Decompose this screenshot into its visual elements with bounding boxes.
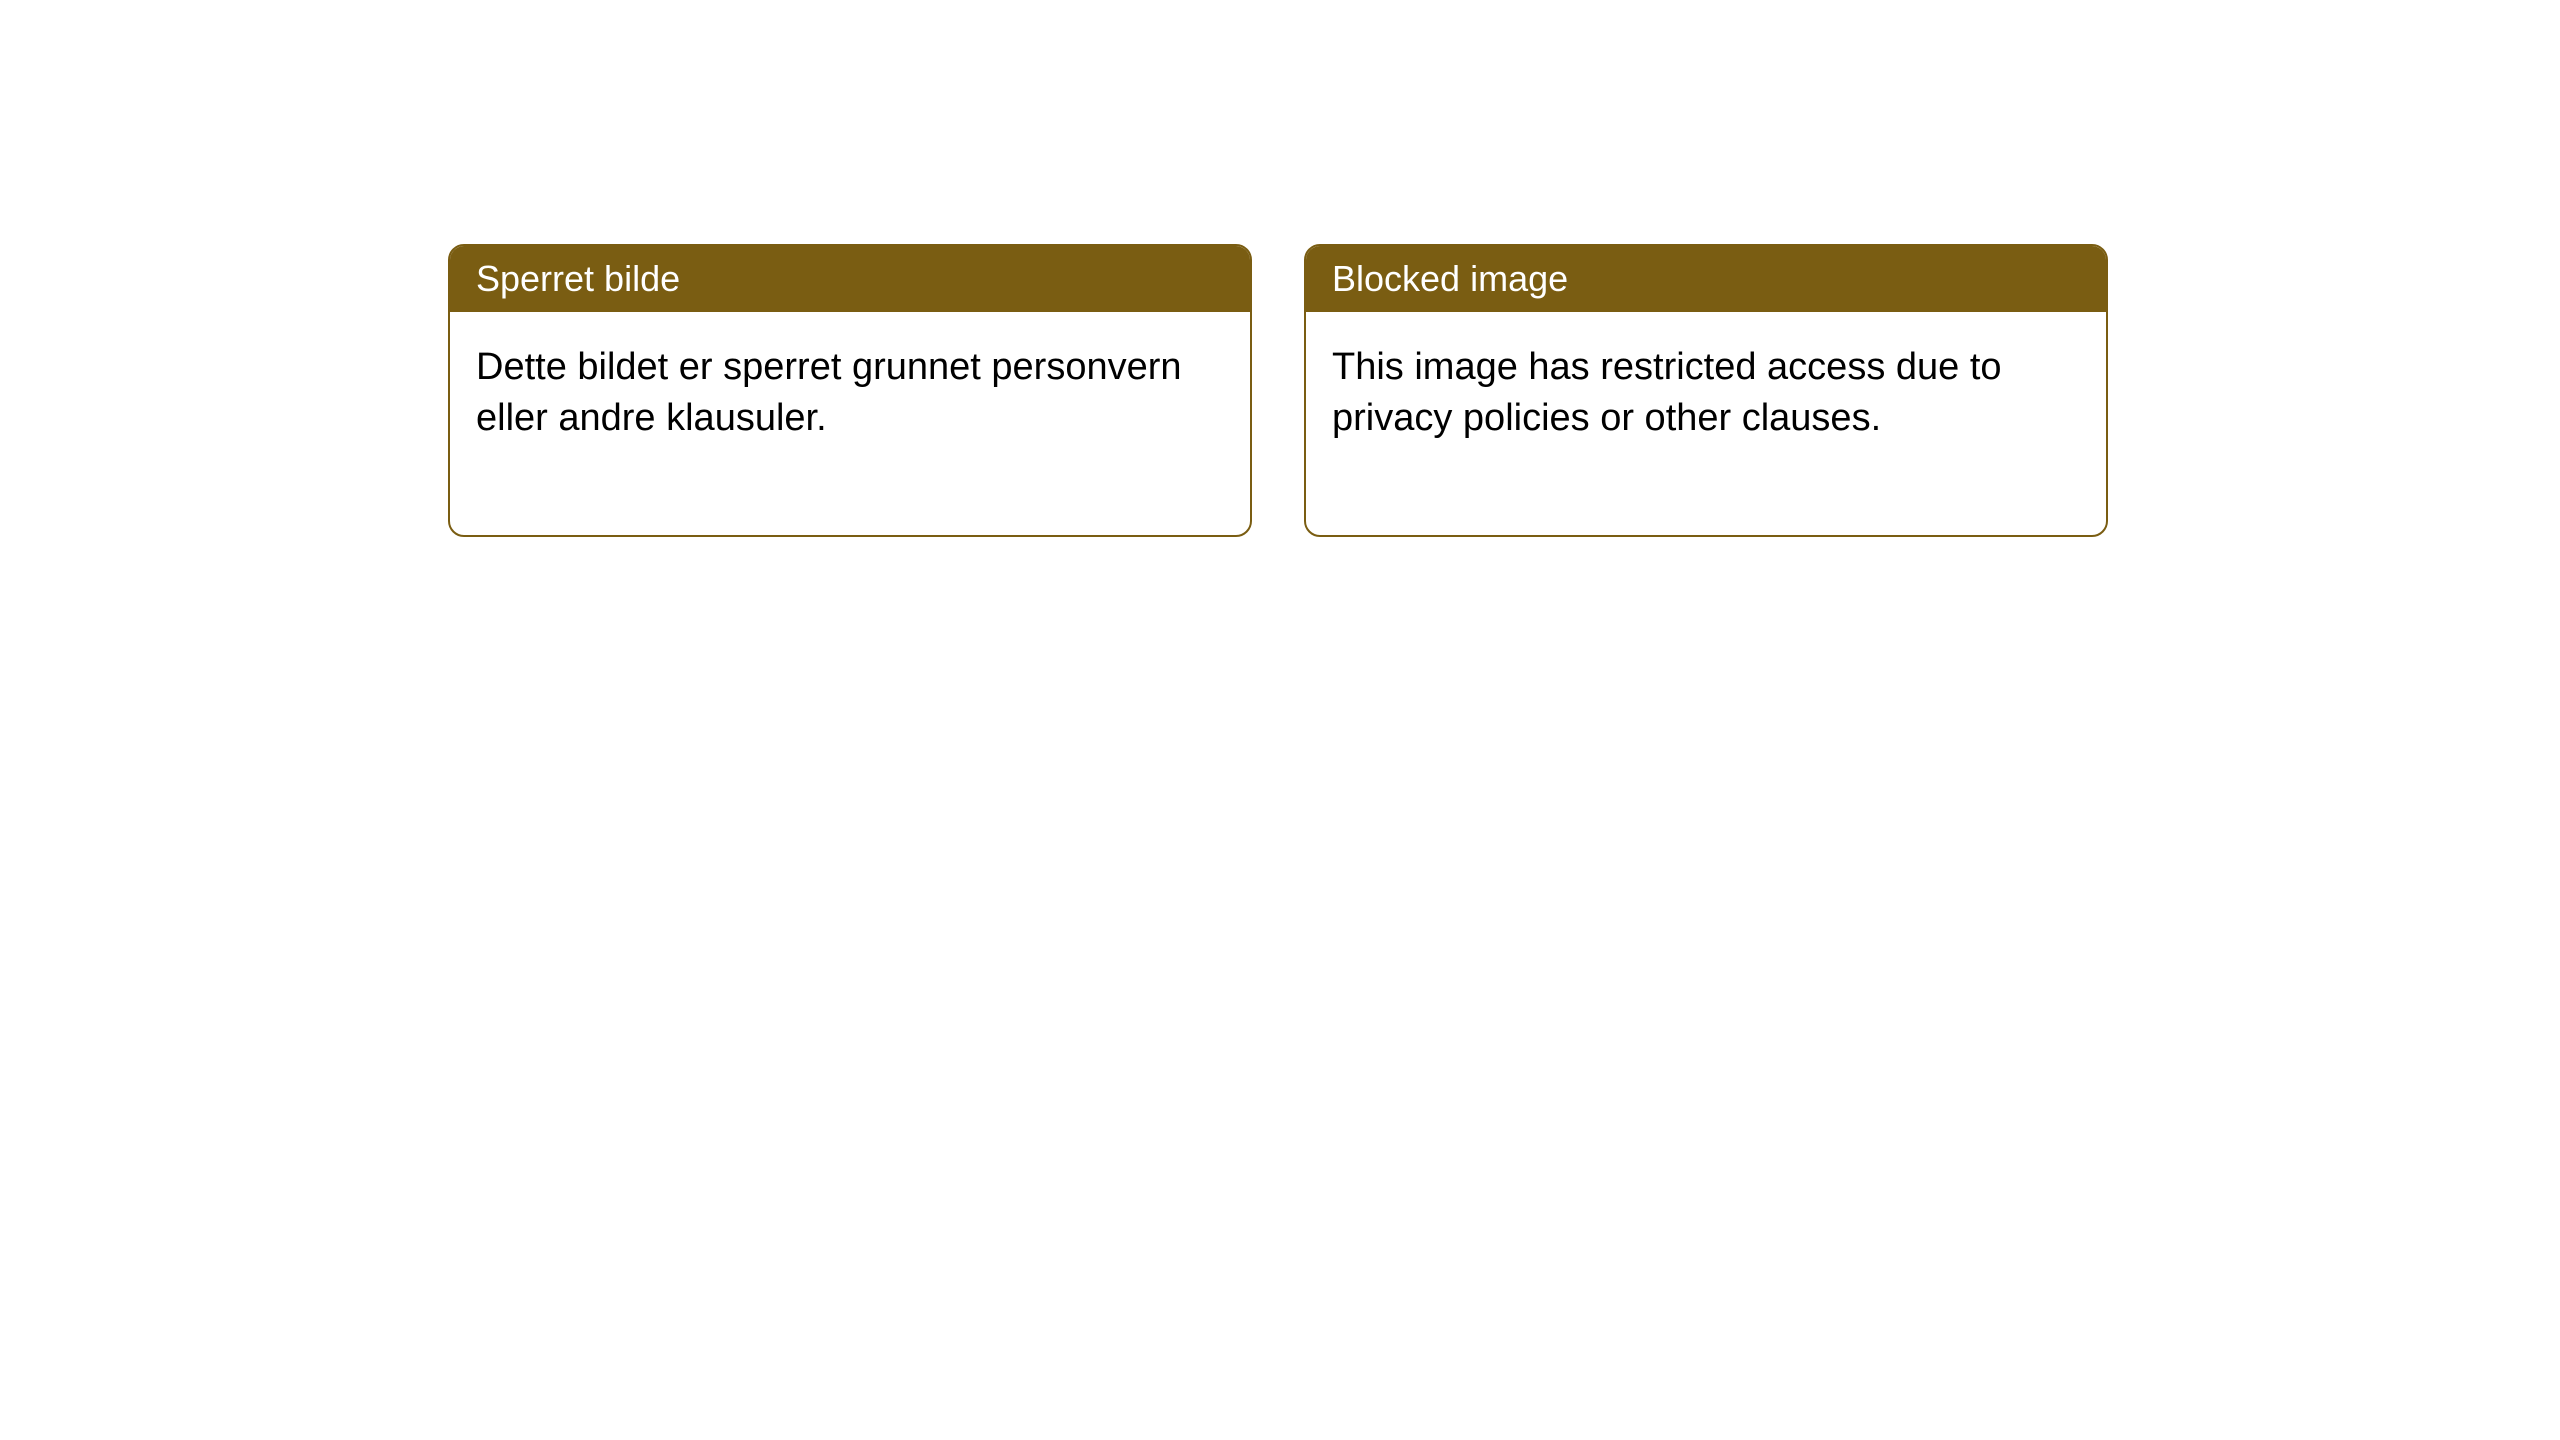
notice-container: Sperret bilde Dette bildet er sperret gr…	[448, 244, 2108, 537]
notice-title-english: Blocked image	[1306, 246, 2106, 312]
notice-card-english: Blocked image This image has restricted …	[1304, 244, 2108, 537]
notice-title-norwegian: Sperret bilde	[450, 246, 1250, 312]
notice-body-english: This image has restricted access due to …	[1306, 312, 2106, 535]
notice-body-norwegian: Dette bildet er sperret grunnet personve…	[450, 312, 1250, 535]
notice-card-norwegian: Sperret bilde Dette bildet er sperret gr…	[448, 244, 1252, 537]
